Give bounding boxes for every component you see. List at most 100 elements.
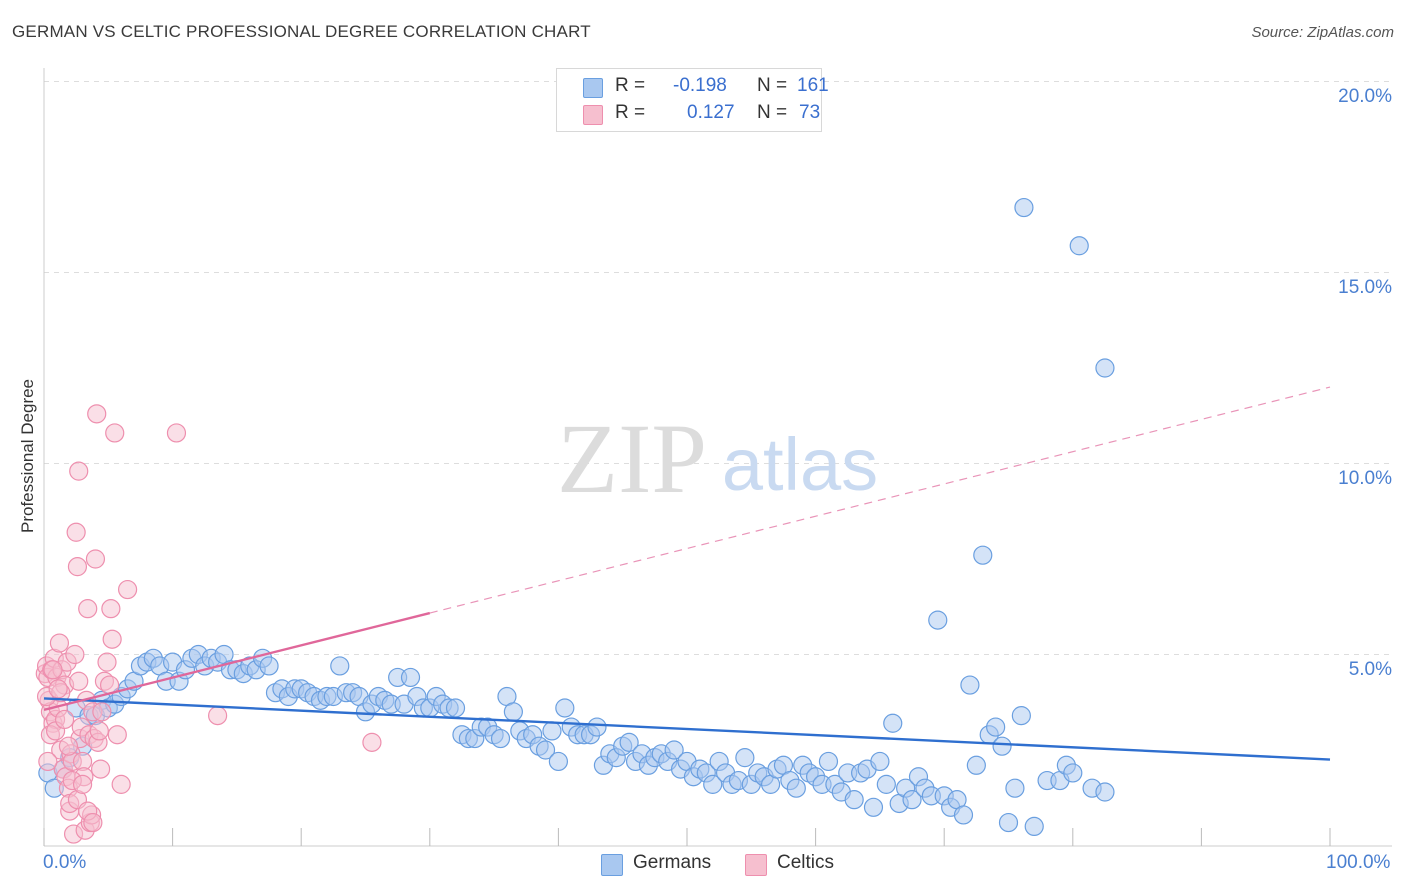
german-point — [844, 790, 864, 810]
german-point — [735, 748, 755, 768]
y-tick-label-5: 5.0% — [1348, 659, 1392, 680]
celtic-points — [35, 404, 382, 844]
y-axis-label: Professional Degree — [18, 378, 37, 534]
celtic-point — [105, 423, 125, 443]
german-point — [259, 656, 279, 676]
celtic-point — [85, 549, 106, 569]
german-point — [863, 797, 884, 817]
german-point — [818, 751, 839, 772]
celtic-point — [69, 461, 89, 481]
celtics-r-value: 0.127 — [687, 102, 735, 123]
celtic-trend-line-dashed — [429, 386, 1331, 614]
celtic-point — [65, 644, 85, 665]
german-trend-line — [43, 697, 1331, 761]
german-point — [664, 740, 684, 760]
x-tick-label-100: 100.0% — [1326, 852, 1391, 873]
grid-lines — [44, 81, 1392, 655]
correlation-stats-box: R = -0.198 N = 161 R = 0.127 N = 73 — [556, 68, 829, 132]
celtic-point — [48, 679, 68, 699]
celtic-point — [117, 579, 138, 600]
german-point — [973, 545, 993, 565]
germans-r-value: -0.198 — [673, 75, 727, 96]
legend-germans-label: Germans — [633, 852, 712, 873]
celtic-point — [362, 732, 382, 752]
celtic-point — [111, 774, 131, 794]
german-point — [587, 717, 607, 737]
watermark-zip: ZIP — [557, 403, 707, 514]
celtic-point — [66, 522, 86, 542]
source-label: Source: ZipAtlas.com — [1251, 24, 1394, 41]
german-point — [883, 713, 903, 733]
german-point — [703, 774, 723, 794]
celtics-r-label: R = — [615, 102, 646, 123]
german-point — [330, 656, 350, 676]
german-point — [542, 721, 562, 741]
germans-n-label: N = — [757, 75, 788, 96]
celtic-point — [92, 702, 112, 722]
legend-celtics-swatch-icon — [745, 854, 767, 876]
german-point — [986, 717, 1006, 737]
celtic-point — [208, 706, 228, 726]
celtic-point — [67, 557, 88, 577]
legend-celtics-label: Celtics — [777, 852, 835, 873]
celtics-n-label: N = — [757, 102, 788, 123]
legend: Germans Celtics — [0, 852, 1406, 878]
celtic-point — [43, 660, 63, 680]
celtic-point — [166, 423, 187, 443]
celtic-point — [83, 812, 103, 833]
german-point — [928, 610, 948, 630]
german-point — [1069, 236, 1089, 256]
celtic-point — [58, 736, 79, 756]
german-point — [1005, 778, 1025, 798]
celtic-point — [72, 774, 93, 794]
german-point — [902, 790, 922, 810]
german-point — [548, 751, 569, 772]
german-point — [445, 698, 466, 718]
trend-lines — [43, 386, 1331, 761]
german-point — [1095, 782, 1115, 802]
celtic-point — [107, 725, 127, 745]
german-point — [786, 778, 806, 798]
german-point — [870, 751, 890, 772]
celtic-point — [54, 709, 75, 730]
german-point — [619, 732, 639, 752]
y-tick-label-10: 10.0% — [1338, 468, 1392, 489]
german-point — [400, 667, 421, 688]
celtic-point — [89, 721, 109, 741]
german-point — [1014, 197, 1034, 218]
german-point — [1063, 763, 1083, 783]
celtic-point — [38, 751, 58, 772]
legend-germans-swatch-icon — [601, 854, 623, 876]
celtic-point — [78, 599, 98, 619]
german-point — [960, 675, 980, 695]
german-point — [535, 740, 556, 760]
german-point — [503, 702, 523, 722]
chart-title: GERMAN VS CELTIC PROFESSIONAL DEGREE COR… — [12, 22, 591, 41]
german-point — [953, 805, 974, 825]
german-point — [1011, 706, 1031, 726]
celtic-point — [90, 759, 111, 779]
celtic-point — [101, 599, 121, 619]
germans-n-value: 161 — [797, 75, 829, 96]
germans-swatch-icon — [583, 78, 603, 98]
german-point — [1095, 358, 1115, 378]
germans-r-label: R = — [615, 75, 646, 96]
celtic-trend-line-solid — [43, 611, 431, 712]
celtics-swatch-icon — [583, 105, 603, 125]
celtic-point — [49, 633, 70, 653]
german-point — [876, 774, 896, 794]
german-point — [992, 736, 1012, 756]
celtics-n-value: 73 — [799, 102, 821, 123]
german-point — [966, 755, 986, 775]
german-point — [1024, 816, 1044, 837]
german-point — [490, 728, 511, 749]
celtic-point — [102, 629, 122, 649]
x-tick-label-0: 0.0% — [43, 852, 87, 873]
celtic-point — [87, 404, 107, 424]
y-tick-label-15: 15.0% — [1338, 277, 1392, 298]
german-points — [38, 197, 1115, 837]
watermark-atlas: atlas — [722, 423, 878, 506]
celtic-point — [97, 652, 117, 672]
german-point — [998, 812, 1019, 833]
